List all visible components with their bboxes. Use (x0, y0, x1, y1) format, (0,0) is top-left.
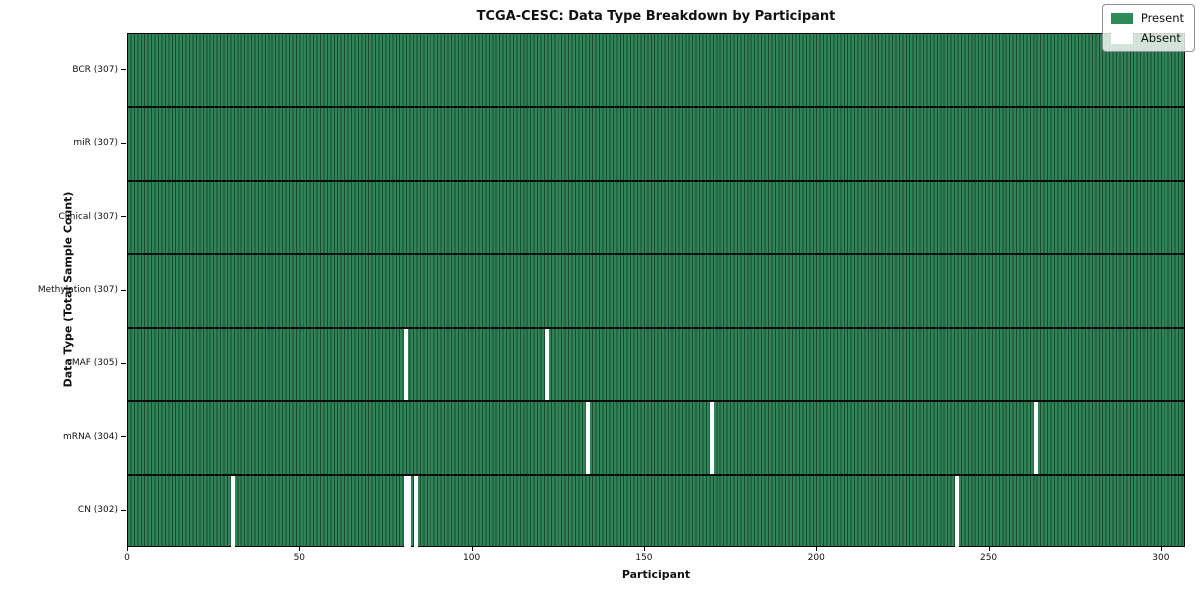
y-tick-mark (121, 289, 126, 291)
y-tick-label-Methylation: Methylation (307) (37, 285, 118, 295)
y-tick-label-MAF: MAF (305) (71, 358, 118, 369)
x-tick-mark (816, 547, 818, 551)
absent-bar-MAF-80 (403, 327, 408, 402)
legend-entry-absent: Absent (1110, 31, 1184, 45)
x-tick-label-300: 300 (1152, 553, 1170, 563)
x-tick-mark (643, 547, 645, 551)
y-tick-mark (121, 216, 126, 218)
x-tick-label-150: 150 (635, 553, 653, 563)
row-separator (128, 179, 1184, 182)
x-tick-label-250: 250 (979, 553, 998, 563)
row-separator (128, 106, 1184, 109)
legend-label-present: Present (1140, 11, 1184, 25)
chart-title: TCGA-CESC: Data Type Breakdown by Partic… (476, 9, 836, 24)
y-tick-label-CN: CN (302) (77, 505, 118, 516)
y-tick-mark (121, 69, 126, 71)
y-tick-mark (121, 362, 126, 364)
absent-bar-MAF-121 (544, 327, 550, 402)
row-separator (128, 253, 1184, 256)
absent-bar-CN-80 (403, 474, 408, 548)
absent-bar-mRNA-169 (710, 401, 715, 475)
y-tick-label-mRNA: mRNA (304) (63, 431, 118, 442)
x-axis-label: Participant (621, 568, 691, 581)
absent-bar-mRNA-133 (586, 401, 591, 475)
x-tick-mark (471, 547, 473, 551)
row-separator (128, 473, 1184, 476)
absent-bar-CN-81 (407, 474, 412, 548)
legend: Present Absent (1101, 4, 1195, 52)
legend-label-absent: Absent (1140, 31, 1181, 45)
x-tick-label-200: 200 (807, 553, 825, 563)
present-swatch-icon (1110, 12, 1133, 24)
absent-bar-CN-240 (955, 474, 960, 548)
absent-bar-CN-83 (414, 474, 419, 548)
x-tick-mark (127, 547, 128, 551)
x-tick-mark (299, 547, 301, 551)
x-tick-mark (1160, 547, 1162, 551)
x-tick-label-100: 100 (463, 553, 481, 563)
absent-bar-CN-30 (231, 474, 236, 548)
y-tick-label-miR: miR (307) (73, 138, 118, 149)
x-tick-label-0: 0 (124, 553, 130, 563)
absent-bar-mRNA-263 (1034, 401, 1039, 475)
y-tick-label-Clinical: Clinical (307) (58, 211, 118, 222)
y-tick-mark (121, 509, 126, 511)
x-tick-label-50: 50 (293, 553, 306, 563)
absent-swatch-icon (1110, 32, 1133, 44)
x-tick-mark (988, 547, 990, 551)
row-separator (128, 400, 1184, 403)
legend-entry-present: Present (1110, 11, 1184, 25)
y-tick-label-BCR: BCR (307) (72, 64, 118, 75)
plot-area (127, 33, 1185, 548)
y-tick-mark (121, 436, 126, 438)
row-separator (128, 326, 1184, 329)
y-tick-mark (121, 142, 126, 144)
